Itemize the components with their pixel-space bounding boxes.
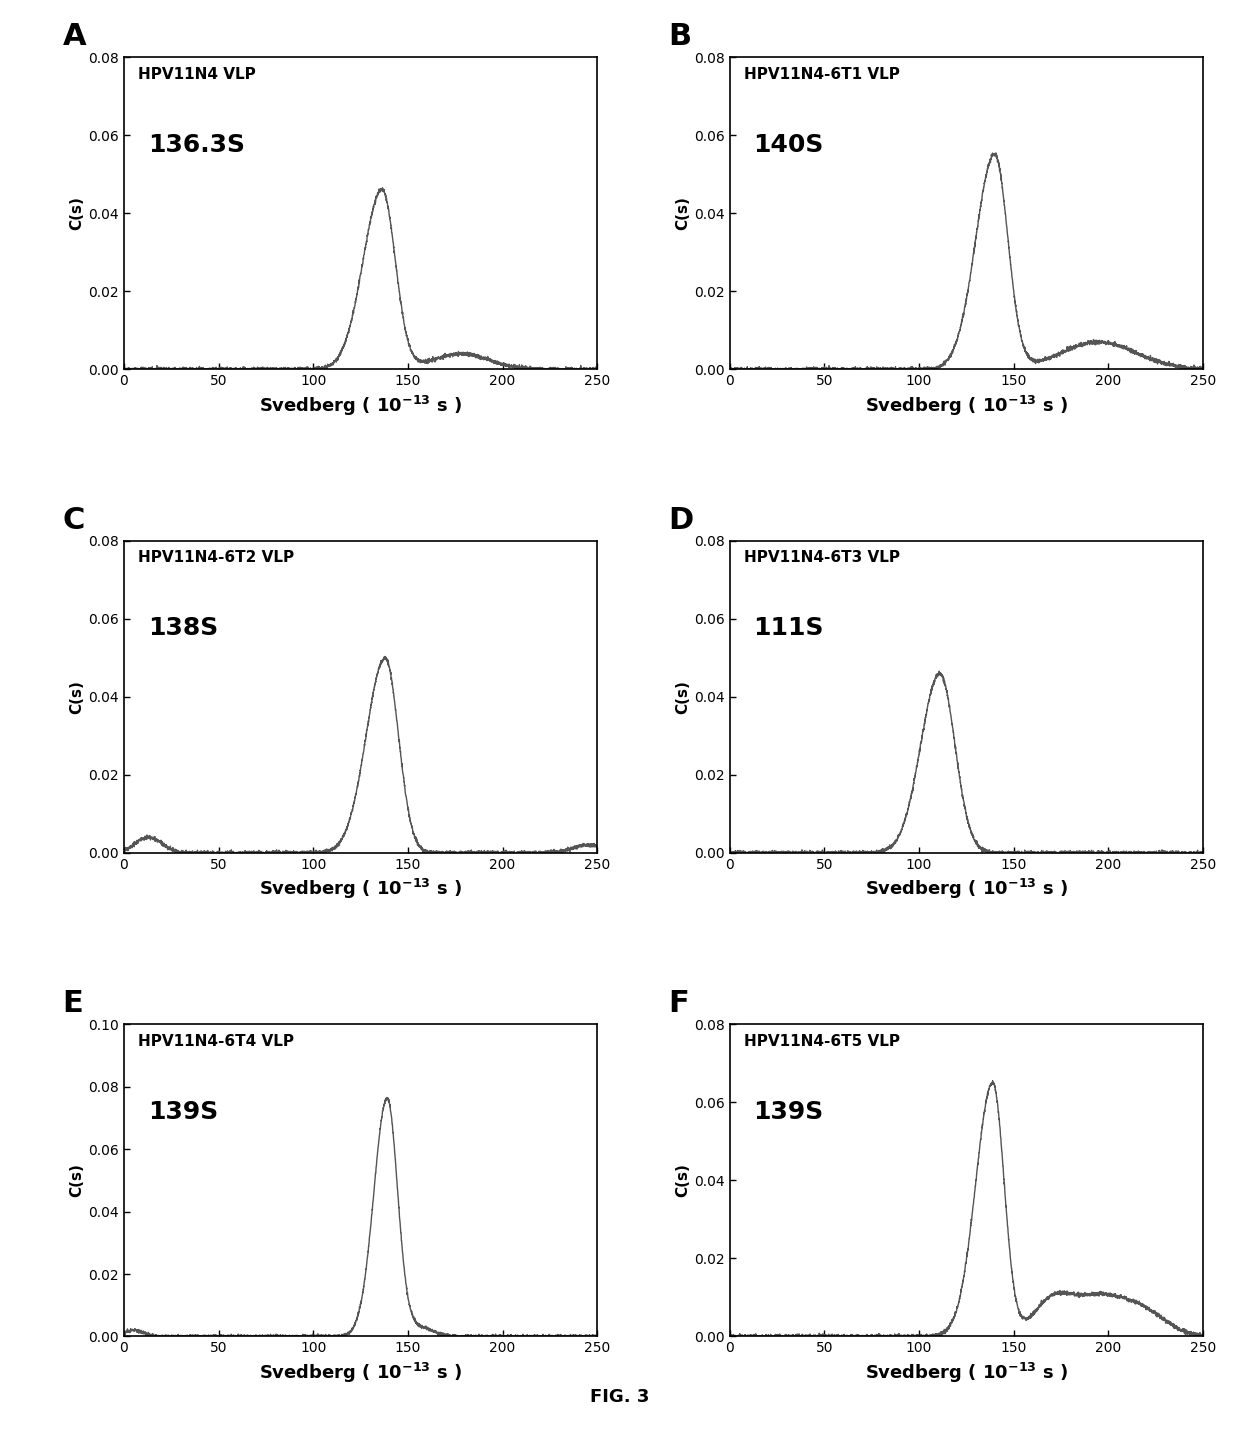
Text: HPV11N4-6T1 VLP: HPV11N4-6T1 VLP bbox=[744, 68, 900, 82]
Text: FIG. 3: FIG. 3 bbox=[590, 1388, 650, 1405]
Text: A: A bbox=[62, 22, 86, 52]
Text: 136.3S: 136.3S bbox=[148, 132, 244, 157]
X-axis label: Svedberg ( $\mathbf{10^{-13}}$ s ): Svedberg ( $\mathbf{10^{-13}}$ s ) bbox=[864, 878, 1068, 901]
Text: D: D bbox=[668, 506, 693, 535]
Text: HPV11N4-6T3 VLP: HPV11N4-6T3 VLP bbox=[744, 550, 900, 565]
Text: 140S: 140S bbox=[753, 132, 823, 157]
Text: HPV11N4-6T5 VLP: HPV11N4-6T5 VLP bbox=[744, 1033, 900, 1049]
Y-axis label: C(s): C(s) bbox=[69, 680, 84, 714]
Text: B: B bbox=[668, 22, 691, 52]
X-axis label: Svedberg ( $\mathbf{10^{-13}}$ s ): Svedberg ( $\mathbf{10^{-13}}$ s ) bbox=[864, 394, 1068, 418]
Y-axis label: C(s): C(s) bbox=[69, 1164, 84, 1197]
X-axis label: Svedberg ( $\mathbf{10^{-13}}$ s ): Svedberg ( $\mathbf{10^{-13}}$ s ) bbox=[259, 394, 463, 418]
Text: HPV11N4 VLP: HPV11N4 VLP bbox=[138, 68, 255, 82]
Text: HPV11N4-6T2 VLP: HPV11N4-6T2 VLP bbox=[138, 550, 294, 565]
Y-axis label: C(s): C(s) bbox=[675, 680, 689, 714]
Text: C: C bbox=[62, 506, 84, 535]
X-axis label: Svedberg ( $\mathbf{10^{-13}}$ s ): Svedberg ( $\mathbf{10^{-13}}$ s ) bbox=[259, 878, 463, 901]
X-axis label: Svedberg ( $\mathbf{10^{-13}}$ s ): Svedberg ( $\mathbf{10^{-13}}$ s ) bbox=[864, 1361, 1068, 1385]
Y-axis label: C(s): C(s) bbox=[69, 197, 84, 230]
Y-axis label: C(s): C(s) bbox=[675, 197, 689, 230]
Text: 139S: 139S bbox=[148, 1099, 218, 1124]
Y-axis label: C(s): C(s) bbox=[675, 1164, 689, 1197]
X-axis label: Svedberg ( $\mathbf{10^{-13}}$ s ): Svedberg ( $\mathbf{10^{-13}}$ s ) bbox=[259, 1361, 463, 1385]
Text: 139S: 139S bbox=[753, 1099, 823, 1124]
Text: 138S: 138S bbox=[148, 616, 218, 641]
Text: E: E bbox=[62, 989, 83, 1019]
Text: F: F bbox=[668, 989, 689, 1019]
Text: 111S: 111S bbox=[753, 616, 823, 641]
Text: HPV11N4-6T4 VLP: HPV11N4-6T4 VLP bbox=[138, 1033, 294, 1049]
